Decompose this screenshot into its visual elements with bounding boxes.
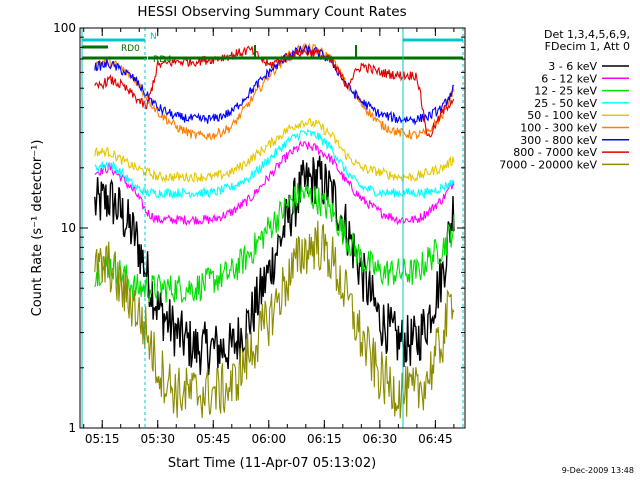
series-line [94,118,455,184]
x-tick-label: 05:30 [140,432,175,446]
x-tick-label: 06:30 [363,432,398,446]
series-line [94,220,455,419]
series-layer [94,42,455,419]
legend-header: FDecim 1, Att 0 [545,40,630,53]
series-line [94,45,455,138]
y-tick-label: 10 [61,221,76,235]
y-axis-label: Count Rate (s⁻¹ detector⁻¹) [30,140,45,317]
flag-layer: N RD0 RD4 [81,28,464,428]
x-tick-label: 05:15 [85,432,120,446]
series-line [94,44,454,126]
legend-entry-label: 300 - 800 keV [520,134,597,147]
x-tick-label: 06:45 [418,432,453,446]
legend-entry-label: 7000 - 20000 keV [499,158,597,171]
x-axis-label: Start Time (11-Apr-07 05:13:02) [168,456,376,471]
series-line [94,140,455,226]
legend-entry-label: 100 - 300 keV [520,122,597,135]
flag-label-rd0: RD0 [121,44,140,54]
x-tick-label: 06:00 [252,432,287,446]
legend-header: Det 1,3,4,5,6,9, [544,28,630,41]
timestamp: 9-Dec-2009 13:48 [562,466,634,475]
y-tick-label: 100 [53,21,76,35]
series-line [94,42,455,141]
chart-title: HESSI Observing Summary Count Rates [137,4,406,20]
y-tick-label: 1 [68,421,76,435]
legend-entry-label: 800 - 7000 keV [513,146,597,159]
series-line [94,183,455,303]
series-line [94,155,455,376]
flag-label-n: N [150,32,157,42]
axes: 05:15 05:30 05:45 06:00 06:15 06:30 06:45 1 10 10… [53,21,466,446]
legend-entry-label: 6 - 12 keV [541,72,597,85]
x-tick-label: 06:15 [307,432,342,446]
legend-entry-label: 50 - 100 keV [527,109,597,122]
legend-entry-label: 3 - 6 keV [548,60,597,73]
x-tick-label: 05:45 [196,432,231,446]
legend-entry-label: 25 - 50 keV [534,97,597,110]
legend: Det 1,3,4,5,6,9,FDecim 1, Att 0 3 - 6 keV… [499,28,630,171]
flag-label-rd4: RD4 [153,55,172,65]
series-line [94,128,455,199]
legend-entry-label: 12 - 25 keV [534,85,597,98]
